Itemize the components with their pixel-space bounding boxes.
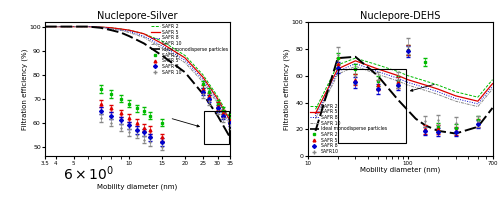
Legend: SAFR 2, SAFR 5, SAFR 8, SAFR 10, Ideal monodisperse particles, SAFR 2, SAFR 5, S: SAFR 2, SAFR 5, SAFR 8, SAFR 10, Ideal m…	[150, 24, 228, 75]
Y-axis label: Filtration efficiency (%): Filtration efficiency (%)	[22, 49, 28, 130]
X-axis label: Mobility diameter (nm): Mobility diameter (nm)	[360, 167, 440, 173]
Bar	[204, 111, 229, 144]
Title: Nuclepore-Silver: Nuclepore-Silver	[97, 11, 178, 21]
Y-axis label: Filtration efficiency (%): Filtration efficiency (%)	[284, 49, 290, 130]
Legend: SAFR 2, SAFR 5, SAFR 8, SAFR 10, Ideal monodisperse particles, SAFR 2, SAFR 5, S: SAFR 2, SAFR 5, SAFR 8, SAFR 10, Ideal m…	[310, 104, 387, 154]
Bar	[338, 69, 406, 143]
X-axis label: Mobility diameter (nm): Mobility diameter (nm)	[98, 184, 178, 190]
Title: Nuclepore-DEHS: Nuclepore-DEHS	[360, 11, 440, 21]
